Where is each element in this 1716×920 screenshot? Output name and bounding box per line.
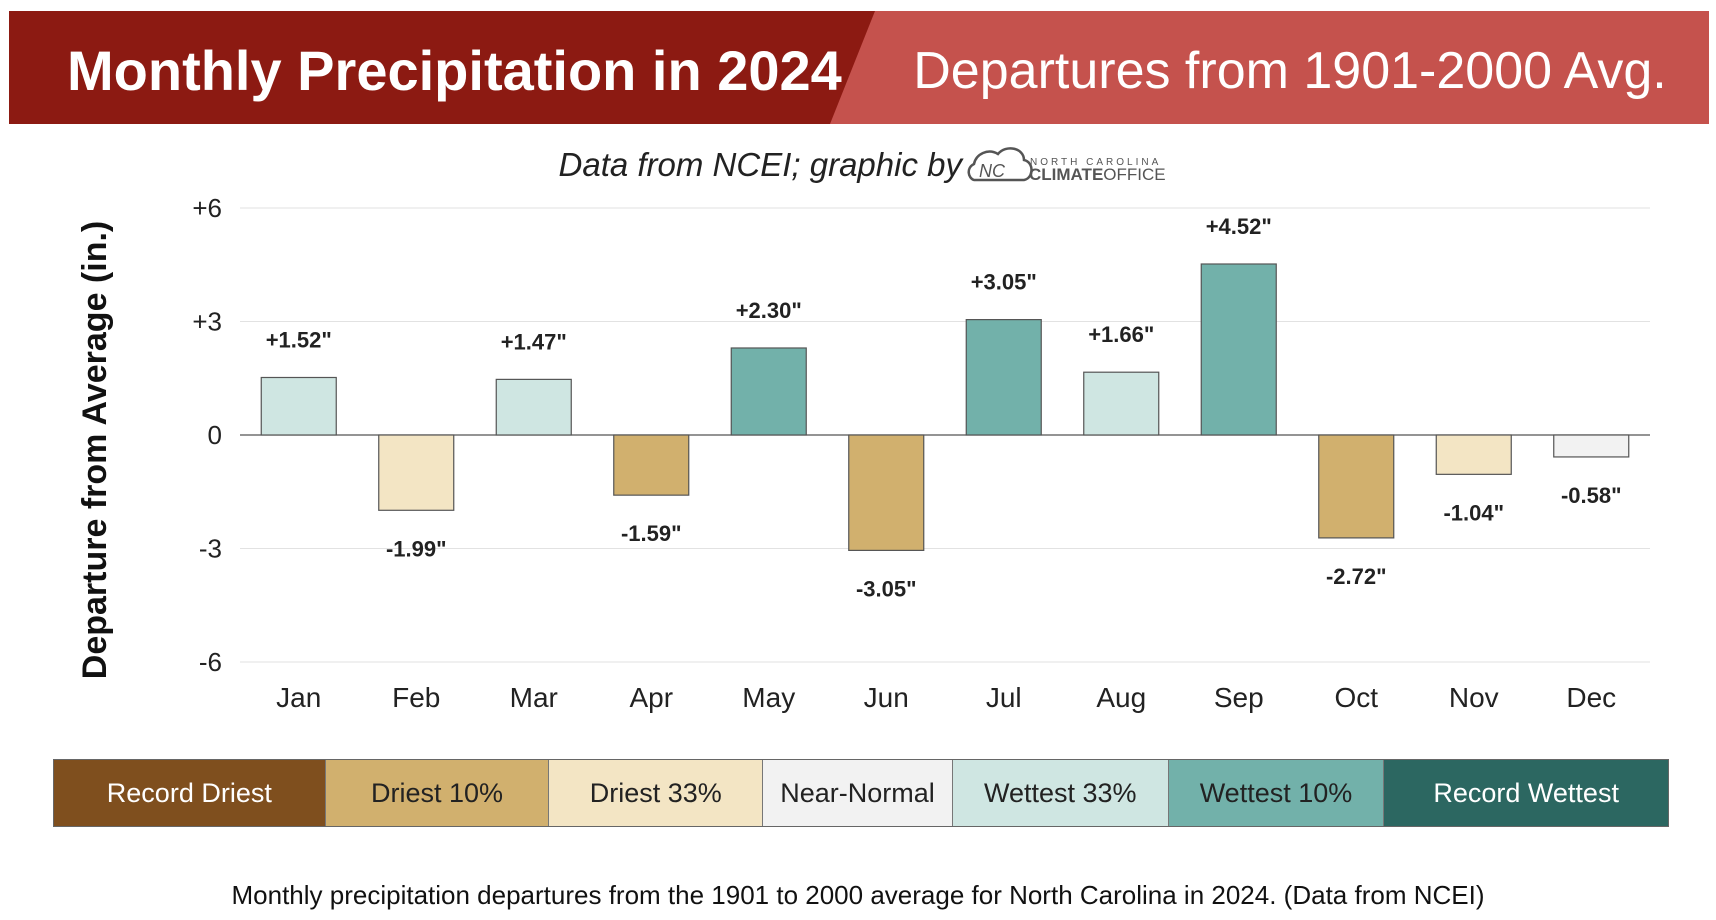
bars	[260, 263, 1630, 551]
bar-dec	[1553, 434, 1630, 458]
bar-jul	[965, 319, 1042, 436]
bar-jan	[260, 376, 337, 436]
value-label-sep: +4.52"	[1206, 214, 1272, 239]
bar-oct	[1318, 434, 1395, 539]
bar-apr	[613, 434, 690, 496]
banner-left-background	[9, 11, 875, 124]
bar-mar	[495, 378, 572, 436]
legend-item-wettest-10: Wettest 10%	[1168, 760, 1385, 826]
logo-top-text: NORTH CAROLINA	[1030, 157, 1161, 168]
chart-title: Monthly Precipitation in 2024	[67, 39, 842, 102]
x-tick-label: Mar	[510, 682, 558, 713]
bar-sep	[1200, 263, 1277, 436]
value-label-jun: -3.05"	[856, 576, 917, 601]
y-axis-label: Departure from Average (in.)	[76, 221, 114, 679]
logo-text: CLIMATEOFFICE	[1029, 165, 1166, 184]
x-tick-label: Jan	[276, 682, 321, 713]
bar-may	[730, 347, 807, 436]
x-axis: Jan Feb Mar Apr May Jun Jul Aug Sep Oct Nov Dec	[276, 682, 1616, 713]
x-tick-label: Aug	[1096, 682, 1146, 713]
value-label-dec: -0.58"	[1561, 483, 1622, 508]
header-banner: Monthly Precipitation in 2024 Departures…	[9, 11, 1709, 124]
value-label-oct: -2.72"	[1326, 564, 1387, 589]
y-axis: +6 +3 0 -3 -6	[192, 193, 222, 677]
x-tick-label: Dec	[1566, 682, 1616, 713]
legend-item-record-wettest: Record Wettest	[1384, 760, 1668, 826]
x-tick-label: Feb	[392, 682, 440, 713]
legend-item-near-normal: Near-Normal	[763, 760, 953, 826]
bar-aug	[1083, 371, 1160, 436]
bar-feb	[378, 434, 455, 511]
figure-caption: Monthly precipitation departures from th…	[231, 880, 1485, 910]
nc-logo-mark: NC	[979, 161, 1006, 181]
value-label-feb: -1.99"	[386, 536, 447, 561]
chart-area: Data from NCEI; graphic by NC NORTH CARO…	[76, 146, 1650, 713]
y-tick-label: 0	[208, 420, 222, 450]
y-tick-label: +3	[192, 307, 222, 337]
value-label-jan: +1.52"	[266, 327, 332, 352]
value-label-aug: +1.66"	[1088, 322, 1154, 347]
logo-light-text: OFFICE	[1103, 165, 1165, 184]
x-tick-label: May	[742, 682, 795, 713]
legend: Record Driest Driest 10% Driest 33% Near-No…	[53, 759, 1669, 827]
logo-bold-text: CLIMATE	[1029, 165, 1103, 184]
y-tick-label: -6	[199, 647, 222, 677]
x-tick-label: Oct	[1334, 682, 1378, 713]
logo: NC NORTH CAROLINA CLIMATEOFFICE	[967, 147, 1166, 184]
value-label-may: +2.30"	[736, 298, 802, 323]
legend-item-wettest-33: Wettest 33%	[952, 760, 1169, 826]
y-tick-label: -3	[199, 534, 222, 564]
x-tick-label: Apr	[629, 682, 673, 713]
grid	[240, 207, 1650, 663]
legend-item-record-driest: Record Driest	[54, 760, 326, 826]
x-tick-label: Jul	[986, 682, 1022, 713]
chart-title-right: Departures from 1901-2000 Avg.	[913, 42, 1667, 100]
bar-jun	[848, 434, 925, 551]
value-labels: +1.52" -1.99" +1.47" -1.59" +2.30" -3.05" +3.0…	[266, 214, 1622, 601]
value-label-mar: +1.47"	[501, 329, 567, 354]
legend-item-driest-10: Driest 10%	[325, 760, 550, 826]
value-label-apr: -1.59"	[621, 521, 682, 546]
value-label-nov: -1.04"	[1443, 500, 1504, 525]
chart-subtitle: Data from NCEI; graphic by	[559, 146, 965, 183]
cloud-icon	[967, 147, 1033, 182]
x-tick-label: Jun	[864, 682, 909, 713]
legend-item-driest-33: Driest 33%	[549, 760, 764, 826]
value-label-jul: +3.05"	[971, 270, 1037, 295]
x-tick-label: Sep	[1214, 682, 1264, 713]
bar-nov	[1435, 434, 1512, 475]
y-tick-label: +6	[192, 193, 222, 223]
x-tick-label: Nov	[1449, 682, 1499, 713]
